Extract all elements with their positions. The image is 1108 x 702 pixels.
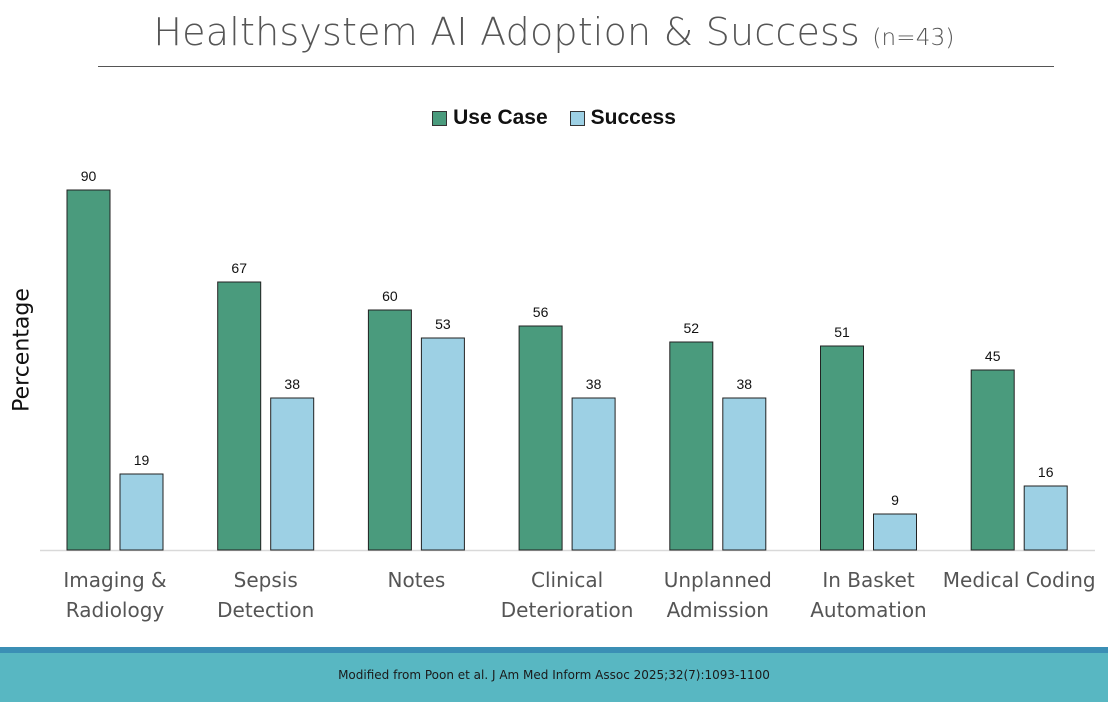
legend-swatch-success [569,110,585,126]
chart-legend: Use Case Success [0,106,1108,130]
x-tick-label: Radiology [66,598,165,622]
data-label-success: 38 [737,376,753,392]
data-label-use-case: 45 [985,348,1001,364]
bar-use-case [820,345,864,551]
bar-use-case [66,189,111,551]
x-tick-label: In Basket [822,568,915,592]
footer-bar: Modified from Poon et al. J Am Med Infor… [0,647,1108,702]
data-label-success: 9 [891,492,899,508]
legend-swatch-use-case [432,110,448,126]
x-tick-label: Sepsis [234,568,298,592]
bar-success [571,397,616,551]
bar-success [270,397,315,551]
x-tick-label: Admission [667,598,769,622]
x-tick-label: Clinical [531,568,603,592]
data-label-success: 19 [134,452,150,468]
x-tick-label: Automation [810,598,926,622]
data-label-success: 16 [1038,464,1054,480]
title-main: Healthsystem AI Adoption & Success [153,10,861,54]
data-label-success: 53 [435,316,451,332]
x-tick-label: Deterioration [501,598,634,622]
data-label-success: 38 [586,376,602,392]
data-label-use-case: 90 [81,168,97,184]
data-label-use-case: 56 [533,304,549,320]
bar-use-case [669,341,714,551]
bar-success [873,513,917,551]
title-divider [98,66,1054,67]
legend-label-success: Success [590,106,676,129]
footer-citation: Modified from Poon et al. J Am Med Infor… [338,668,770,682]
footer-stripe [0,647,1108,653]
x-tick-label: Notes [388,568,446,592]
x-tick-label: Imaging & [63,568,166,592]
data-label-use-case: 60 [382,288,398,304]
legend-item-use-case: Use Case [432,106,548,130]
bar-success [119,473,164,551]
bar-use-case [367,309,412,551]
legend-item-success: Success [569,106,676,130]
title-sample-size: (n=43) [872,25,955,51]
data-label-use-case: 52 [684,320,700,336]
x-tick-label: Unplanned [664,568,772,592]
bar-chart: 90 19 Imaging & Radiology 67 38 Sepsis Detectio… [40,168,1096,622]
data-label-use-case: 51 [834,324,850,340]
chart-title: Healthsystem AI Adoption & Success (n=43… [0,10,1108,54]
bar-use-case [217,281,262,551]
bar-success [722,397,767,551]
x-tick-label: Detection [217,598,314,622]
bar-success [1023,485,1068,551]
bar-success [420,337,465,551]
legend-label-use-case: Use Case [453,106,548,129]
bar-use-case [518,325,563,551]
bar-use-case [970,369,1015,551]
data-label-success: 38 [284,376,300,392]
data-label-use-case: 67 [231,260,247,276]
x-tick-label: Medical Coding [943,568,1096,592]
